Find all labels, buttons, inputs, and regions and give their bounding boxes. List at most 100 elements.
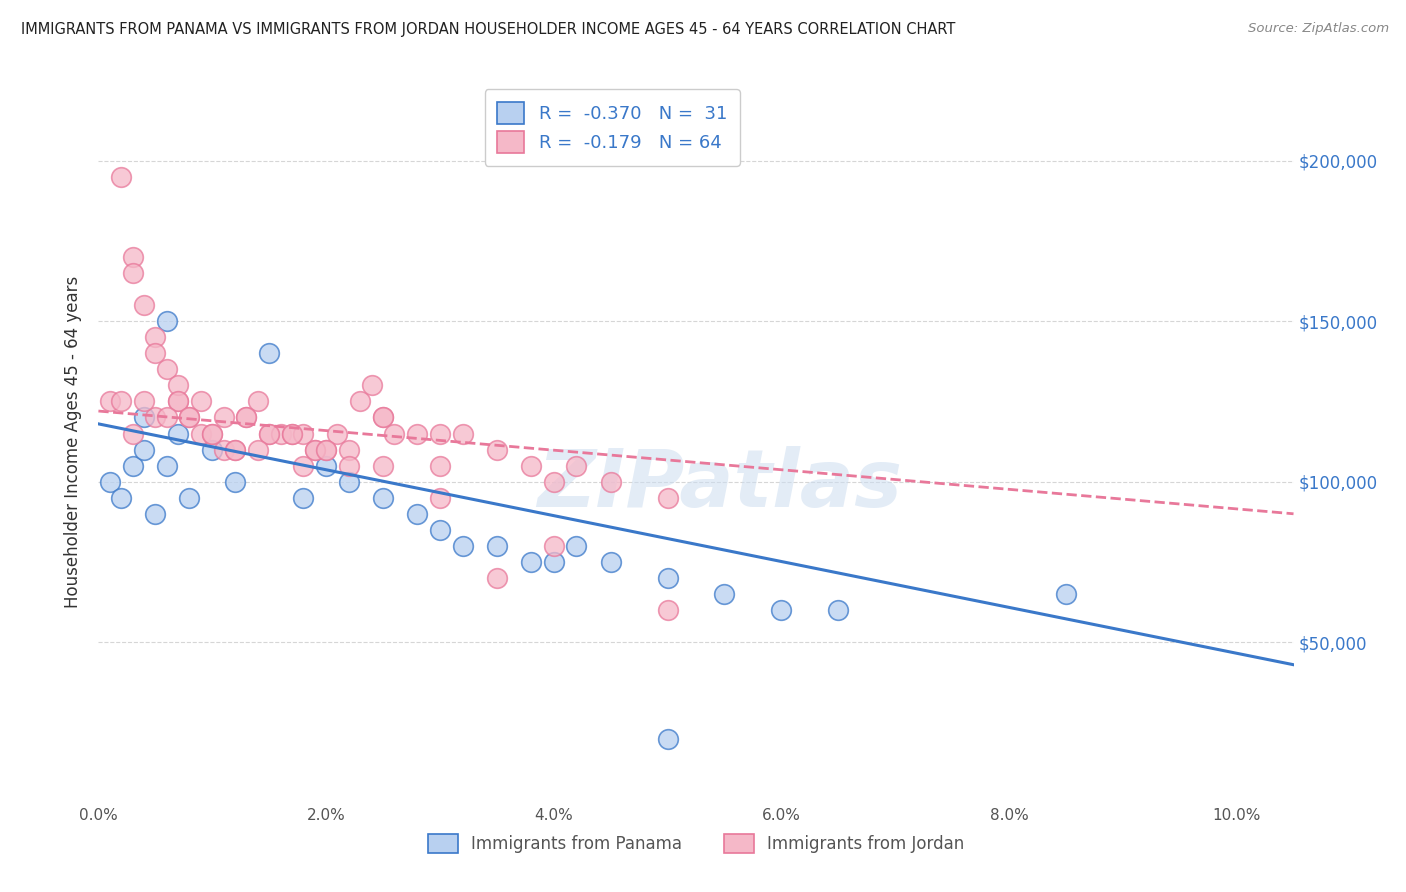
Point xyxy=(121,426,143,441)
Point xyxy=(520,555,543,569)
Point xyxy=(156,362,179,376)
Point xyxy=(713,587,735,601)
Point xyxy=(167,394,190,409)
Point xyxy=(143,507,166,521)
Point xyxy=(98,394,121,409)
Point xyxy=(657,571,679,585)
Point xyxy=(121,250,143,264)
Point xyxy=(827,603,849,617)
Point xyxy=(304,442,326,457)
Legend: Immigrants from Panama, Immigrants from Jordan: Immigrants from Panama, Immigrants from … xyxy=(420,827,972,860)
Point xyxy=(201,442,224,457)
Point xyxy=(156,458,179,473)
Point xyxy=(349,394,371,409)
Point xyxy=(429,458,451,473)
Point xyxy=(246,442,269,457)
Point xyxy=(132,410,155,425)
Point xyxy=(292,458,315,473)
Point xyxy=(451,426,474,441)
Point xyxy=(292,426,315,441)
Point xyxy=(485,442,508,457)
Point xyxy=(143,346,166,360)
Point xyxy=(167,426,190,441)
Point xyxy=(281,426,304,441)
Point xyxy=(543,539,565,553)
Point xyxy=(98,475,121,489)
Point xyxy=(315,442,337,457)
Point xyxy=(520,458,543,473)
Point xyxy=(406,507,429,521)
Point xyxy=(132,298,155,312)
Point xyxy=(429,523,451,537)
Text: IMMIGRANTS FROM PANAMA VS IMMIGRANTS FROM JORDAN HOUSEHOLDER INCOME AGES 45 - 64: IMMIGRANTS FROM PANAMA VS IMMIGRANTS FRO… xyxy=(21,22,956,37)
Point xyxy=(257,346,280,360)
Point xyxy=(371,410,394,425)
Point xyxy=(167,394,190,409)
Point xyxy=(599,475,621,489)
Point xyxy=(429,426,451,441)
Point xyxy=(770,603,793,617)
Point xyxy=(315,458,337,473)
Point xyxy=(565,458,588,473)
Point xyxy=(110,394,132,409)
Point xyxy=(371,458,394,473)
Point xyxy=(156,410,179,425)
Point xyxy=(121,458,143,473)
Point xyxy=(132,394,155,409)
Point xyxy=(246,394,269,409)
Point xyxy=(657,491,679,505)
Point xyxy=(235,410,257,425)
Point xyxy=(1054,587,1077,601)
Text: ZIPatlas: ZIPatlas xyxy=(537,446,903,524)
Text: Source: ZipAtlas.com: Source: ZipAtlas.com xyxy=(1249,22,1389,36)
Point xyxy=(371,410,394,425)
Point xyxy=(179,491,201,505)
Y-axis label: Householder Income Ages 45 - 64 years: Householder Income Ages 45 - 64 years xyxy=(65,276,83,607)
Point xyxy=(599,555,621,569)
Point xyxy=(190,394,212,409)
Point xyxy=(156,314,179,328)
Point xyxy=(304,442,326,457)
Point xyxy=(406,426,429,441)
Point xyxy=(429,491,451,505)
Point xyxy=(337,458,360,473)
Point xyxy=(212,442,235,457)
Point xyxy=(235,410,257,425)
Point xyxy=(132,442,155,457)
Point xyxy=(451,539,474,553)
Point xyxy=(657,603,679,617)
Point xyxy=(382,426,405,441)
Point xyxy=(485,571,508,585)
Point xyxy=(167,378,190,392)
Point xyxy=(121,266,143,280)
Point xyxy=(190,426,212,441)
Point xyxy=(337,475,360,489)
Point xyxy=(110,491,132,505)
Point xyxy=(257,426,280,441)
Point xyxy=(110,169,132,184)
Point xyxy=(485,539,508,553)
Point xyxy=(143,330,166,344)
Point xyxy=(292,491,315,505)
Point xyxy=(224,442,246,457)
Point xyxy=(326,426,349,441)
Point xyxy=(179,410,201,425)
Point xyxy=(212,410,235,425)
Point xyxy=(257,426,280,441)
Point xyxy=(657,731,679,746)
Point xyxy=(543,475,565,489)
Point xyxy=(360,378,382,392)
Point xyxy=(201,426,224,441)
Point xyxy=(371,491,394,505)
Point xyxy=(224,475,246,489)
Point xyxy=(224,442,246,457)
Point xyxy=(281,426,304,441)
Point xyxy=(143,410,166,425)
Point xyxy=(565,539,588,553)
Point xyxy=(179,410,201,425)
Point xyxy=(270,426,292,441)
Point xyxy=(543,555,565,569)
Point xyxy=(337,442,360,457)
Point xyxy=(315,442,337,457)
Point xyxy=(201,426,224,441)
